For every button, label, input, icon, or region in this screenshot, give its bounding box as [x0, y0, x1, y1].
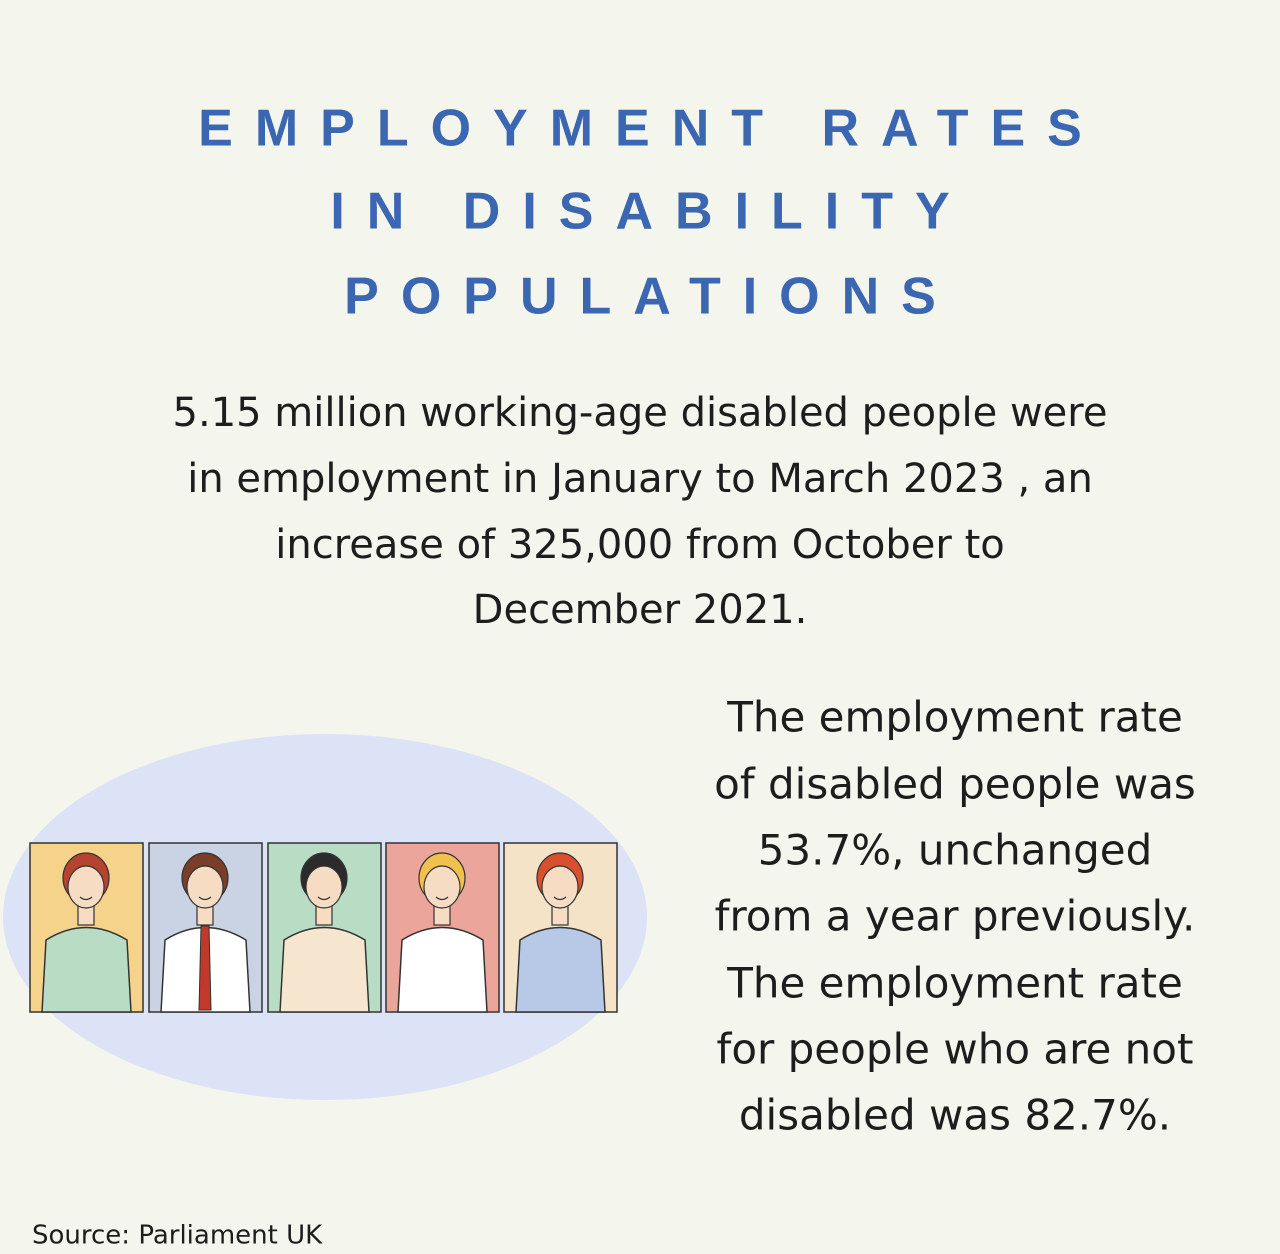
source: Source: Parliament UK — [32, 1221, 323, 1251]
title-line: POPULATIONS — [344, 268, 958, 326]
intro-line: 5.15 million working-age disabled people… — [173, 390, 1108, 436]
title-line: IN DISABILITY — [330, 183, 971, 241]
detail-line: for people who are not — [717, 1025, 1194, 1074]
person-head — [305, 865, 343, 909]
person-head — [67, 865, 105, 909]
person-body — [279, 926, 370, 1013]
person-body — [41, 926, 132, 1013]
person-head — [186, 865, 224, 909]
person-smile — [317, 896, 331, 901]
person-tie — [198, 925, 212, 1011]
people-illustration — [29, 842, 618, 1013]
person-head — [541, 865, 579, 909]
detail-line: The employment rate — [726, 959, 1183, 1008]
intro-line: in employment in January to March 2023 ,… — [187, 456, 1093, 502]
person-smile — [198, 896, 212, 901]
detail-line: The employment rate — [726, 693, 1183, 742]
person-body — [397, 926, 488, 1013]
person-head — [423, 865, 461, 909]
detail-line: of disabled people was — [714, 760, 1196, 809]
person-smile — [553, 896, 567, 901]
intro-line: December 2021. — [473, 587, 808, 633]
title-line: EMPLOYMENT RATES — [198, 100, 1104, 158]
person-smile — [435, 896, 449, 901]
detail-line: disabled was 82.7%. — [739, 1091, 1171, 1140]
person-body — [515, 926, 606, 1013]
intro-line: increase of 325,000 from October to — [275, 522, 1004, 568]
detail-line: 53.7%, unchanged — [758, 826, 1153, 875]
person-smile — [79, 896, 93, 901]
detail-line: from a year previously. — [715, 892, 1196, 941]
